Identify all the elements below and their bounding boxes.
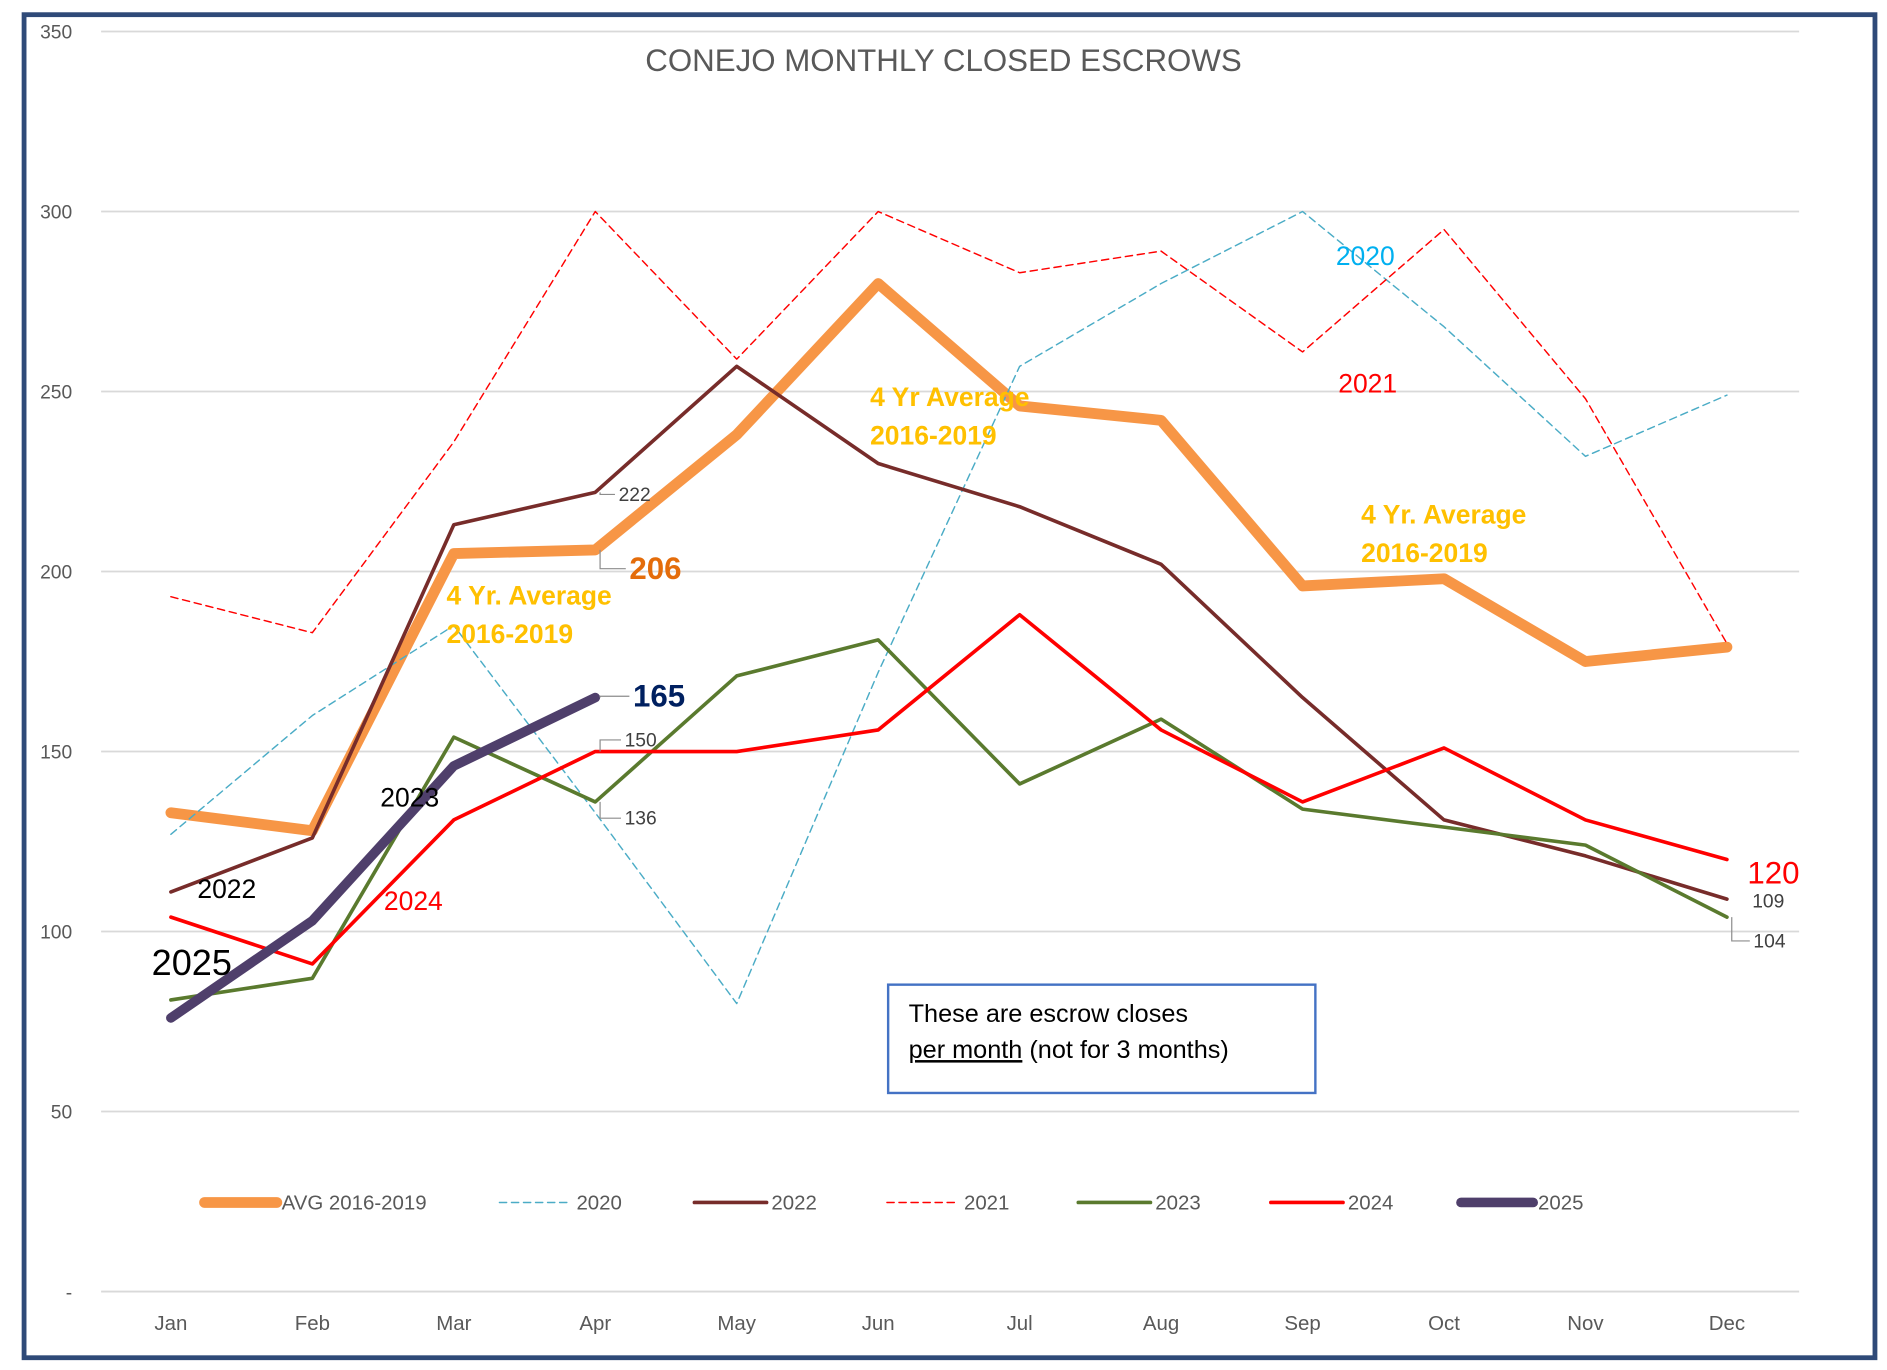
data-label: 222	[619, 485, 651, 506]
annotation: 4 Yr. Average	[446, 580, 611, 610]
x-tick-label: Jan	[154, 1312, 187, 1335]
annotation: 4 Yr Average	[870, 382, 1029, 412]
x-tick-label: Mar	[436, 1312, 471, 1335]
annotation: 2020	[1336, 241, 1395, 271]
data-label: 120	[1747, 856, 1799, 891]
x-tick-label: Jul	[1007, 1312, 1033, 1335]
y-tick-label: 50	[51, 1103, 72, 1124]
note-underlined: per month	[909, 1036, 1023, 1064]
annotation: 2016-2019	[1361, 538, 1488, 568]
note-box	[886, 983, 1317, 1095]
legend-label: 2024	[1348, 1192, 1393, 1215]
x-tick-label: Sep	[1284, 1312, 1320, 1335]
series-line	[166, 692, 601, 1023]
chart-title: CONEJO MONTHLY CLOSED ESCROWS	[645, 43, 1241, 78]
x-tick-label: Dec	[1709, 1312, 1745, 1335]
data-label: 165	[633, 679, 685, 714]
leader-line	[599, 492, 615, 496]
annotation: 2024	[384, 886, 443, 916]
note-line: per month (not for 3 months)	[909, 1036, 1229, 1064]
x-tick-label: Oct	[1428, 1312, 1460, 1335]
note-line: These are escrow closes	[909, 1000, 1188, 1028]
leader-line	[1731, 917, 1750, 942]
y-tick-label: 200	[40, 563, 72, 584]
y-tick-label: 250	[40, 383, 72, 404]
note-rest: (not for 3 months)	[1029, 1036, 1228, 1064]
y-tick-label: 300	[40, 203, 72, 224]
leader-line	[599, 739, 621, 752]
annotation: 2016-2019	[446, 619, 573, 649]
y-tick-label: -	[66, 1283, 72, 1304]
data-label: 136	[625, 809, 657, 830]
annotation: 2025	[152, 942, 232, 983]
legend-label: 2021	[964, 1192, 1009, 1215]
series-line	[169, 364, 1729, 901]
x-tick-label: Apr	[579, 1312, 611, 1335]
legend-label: 2020	[576, 1192, 621, 1215]
x-tick-label: Nov	[1567, 1312, 1604, 1335]
legend-label: AVG 2016-2019	[282, 1192, 427, 1215]
annotation: 2021	[1338, 369, 1397, 399]
annotation: 2022	[197, 874, 256, 904]
leader-line	[599, 549, 626, 570]
x-tick-label: May	[717, 1312, 756, 1335]
y-tick-label: 150	[40, 743, 72, 764]
legend-label: 2022	[771, 1192, 816, 1215]
x-tick-label: Feb	[295, 1312, 330, 1335]
series-line	[169, 612, 1729, 966]
legend-label: 2023	[1155, 1192, 1200, 1215]
chart-frame	[21, 12, 1878, 1361]
x-tick-label: Aug	[1143, 1312, 1179, 1335]
data-label: 150	[625, 730, 657, 751]
y-tick-label: 100	[40, 923, 72, 944]
data-label: 104	[1753, 931, 1785, 952]
x-tick-label: Jun	[862, 1312, 895, 1335]
series-line	[170, 210, 1728, 1005]
series-line	[165, 278, 1733, 837]
data-label: 109	[1752, 892, 1784, 913]
data-label: 206	[629, 551, 681, 586]
annotation: 2023	[380, 783, 439, 813]
annotation: 2016-2019	[870, 420, 997, 450]
leader-line	[599, 695, 630, 698]
leader-line	[599, 801, 621, 819]
legend-label: 2025	[1538, 1192, 1583, 1215]
y-tick-label: 350	[40, 23, 72, 44]
series-line	[170, 210, 1728, 645]
series-line	[169, 638, 1729, 1002]
annotation: 4 Yr. Average	[1361, 500, 1526, 530]
